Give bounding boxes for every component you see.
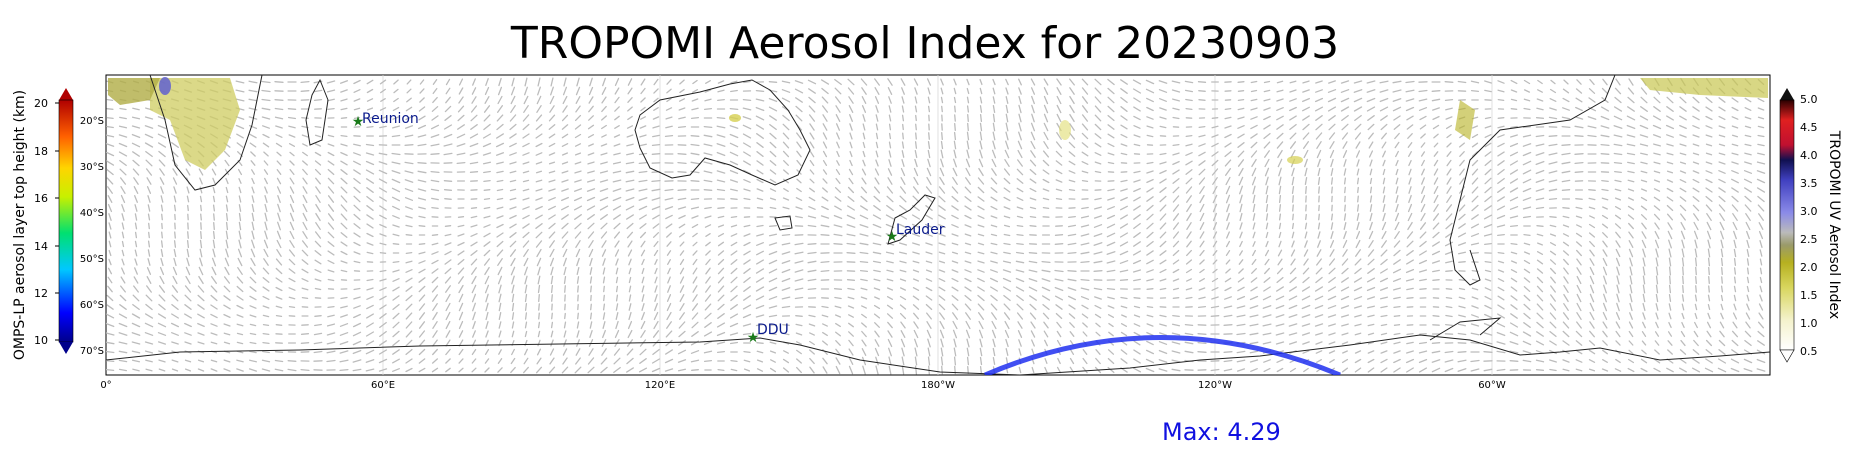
site-label-reunion: Reunion [362,111,419,127]
coastlines [106,75,1770,375]
colorbar-gradient [1779,99,1795,351]
right-colorbar-tick: 1.0 [1800,317,1818,330]
lon-tick-label: 60°E [371,380,395,391]
right-colorbar: 0.5 1.0 1.5 2.0 2.5 3.0 3.5 4.0 4.5 5.0 … [1779,88,1842,363]
star-icon: ★ [352,114,365,130]
right-colorbar-label: TROPOMI UV Aerosol Index [1826,130,1842,319]
right-colorbar-tick: 3.5 [1800,177,1818,190]
lat-tick-label: 60°S [80,300,104,311]
star-icon: ★ [747,330,760,346]
site-ddu: ★ DDU [747,322,789,346]
lon-tick-label: 0° [100,380,111,391]
left-colorbar-tick: 12 [34,287,48,300]
site-label-lauder: Lauder [896,222,945,238]
left-colorbar-label: OMPS-LP aerosol layer top height (km) [12,90,28,360]
right-colorbar-tick: 4.5 [1800,121,1818,134]
latitude-ticks: 20°S 30°S 40°S 50°S 60°S 70°S [80,116,104,357]
lat-tick-label: 70°S [80,346,104,357]
lat-tick-label: 40°S [80,208,104,219]
longitude-ticks: 0° 60°E 120°E 180°W 120°W 60°W [100,380,1506,391]
colorbar-min-arrow [1779,349,1795,363]
site-lauder: ★ Lauder [886,222,945,245]
lon-tick-label: 120°W [1198,380,1232,391]
site-markers: ★ Reunion ★ Lauder ★ DDU [352,111,945,346]
left-colorbar-tick: 20 [34,97,48,110]
right-colorbar-tick: 2.0 [1800,261,1818,274]
colorbar-min-arrow [59,342,73,354]
left-colorbar-tick: 16 [34,192,48,205]
right-colorbar-tick: 2.5 [1800,233,1818,246]
lon-tick-label: 120°E [645,380,675,391]
site-reunion: ★ Reunion [352,111,419,130]
colorbar-max-arrow [1780,88,1794,100]
left-colorbar-tick: 18 [34,145,48,158]
orbit-track [984,335,1341,375]
right-colorbar-tick: 3.0 [1800,205,1818,218]
lat-tick-label: 50°S [80,254,104,265]
left-colorbar: 10 12 14 16 18 20 OMPS-LP aerosol layer … [12,88,74,360]
aerosol-patches [108,77,1768,170]
page-title: TROPOMI Aerosol Index for 20230903 [510,18,1340,69]
right-colorbar-tick: 5.0 [1800,93,1818,106]
max-value-label: Max: 4.29 [1162,418,1281,446]
right-colorbar-tick: 1.5 [1800,289,1818,302]
star-icon: ★ [886,229,899,245]
left-colorbar-tick: 14 [34,240,48,253]
lat-tick-label: 30°S [80,162,104,173]
site-label-ddu: DDU [757,322,789,338]
colorbar-max-arrow [59,88,73,100]
left-colorbar-tick: 10 [34,334,48,347]
lat-tick-label: 20°S [80,116,104,127]
right-colorbar-tick: 0.5 [1800,345,1818,358]
colorbar-gradient [58,99,74,343]
right-colorbar-tick: 4.0 [1800,149,1818,162]
lon-tick-label: 60°W [1478,380,1506,391]
lon-tick-label: 180°W [921,380,955,391]
